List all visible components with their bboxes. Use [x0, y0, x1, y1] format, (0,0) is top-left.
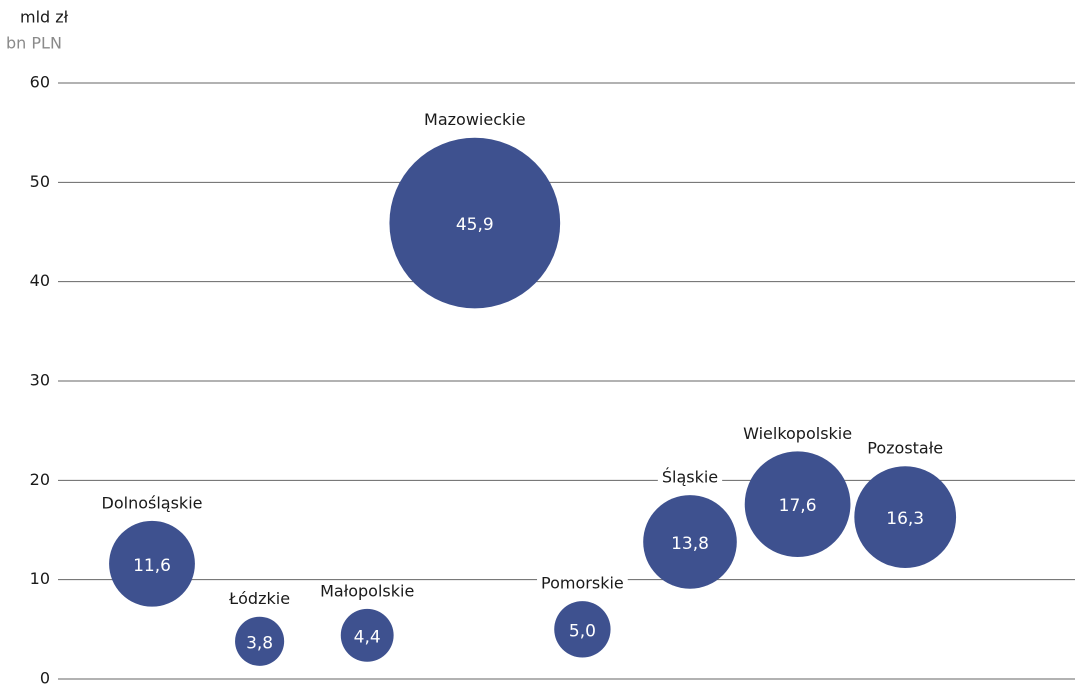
bubble: [340, 608, 394, 662]
y-tick-label: 30: [30, 371, 50, 390]
value-label: 5,0: [569, 621, 596, 641]
y-unit-label-en: bn PLN: [6, 34, 62, 53]
y-tick-label: 50: [30, 172, 50, 191]
category-label-bg: [863, 438, 948, 458]
category-label: Wielkopolskie: [743, 424, 852, 443]
category-label: Pozostałe: [867, 439, 943, 458]
category-label-bg: [420, 110, 530, 130]
bubble: [554, 601, 611, 658]
category-label: Małopolskie: [320, 581, 414, 600]
y-tick-label: 60: [30, 73, 50, 92]
value-label: 45,9: [456, 215, 494, 235]
category-label: Łódzkie: [228, 589, 290, 608]
y-tick-label: 0: [40, 669, 50, 685]
category-label-bg: [537, 573, 628, 593]
value-label: 4,4: [354, 627, 381, 647]
category-label: Dolnośląskie: [102, 493, 203, 512]
bubble: [389, 137, 561, 309]
category-label: Pomorskie: [541, 574, 624, 593]
category-label-bg: [97, 493, 207, 513]
value-label: 11,6: [133, 556, 171, 576]
y-tick-label: 10: [30, 569, 50, 588]
bubble: [744, 451, 851, 558]
category-label-bg: [739, 423, 857, 443]
category-label-bg: [224, 589, 295, 609]
y-tick-label: 40: [30, 271, 50, 290]
value-label: 13,8: [671, 534, 709, 554]
value-label: 16,3: [886, 509, 924, 529]
value-label: 17,6: [779, 496, 817, 516]
bubble: [235, 616, 285, 666]
y-tick-label: 20: [30, 470, 50, 489]
bubble: [854, 466, 957, 568]
bubble: [109, 520, 195, 607]
category-label: Śląskie: [662, 468, 718, 487]
category-label-bg: [657, 467, 723, 487]
y-unit-label: mld zł: [20, 8, 69, 27]
value-label: 3,8: [246, 633, 273, 653]
category-label-bg: [316, 581, 419, 601]
category-label: Mazowieckie: [424, 110, 526, 129]
bubble: [643, 495, 737, 589]
